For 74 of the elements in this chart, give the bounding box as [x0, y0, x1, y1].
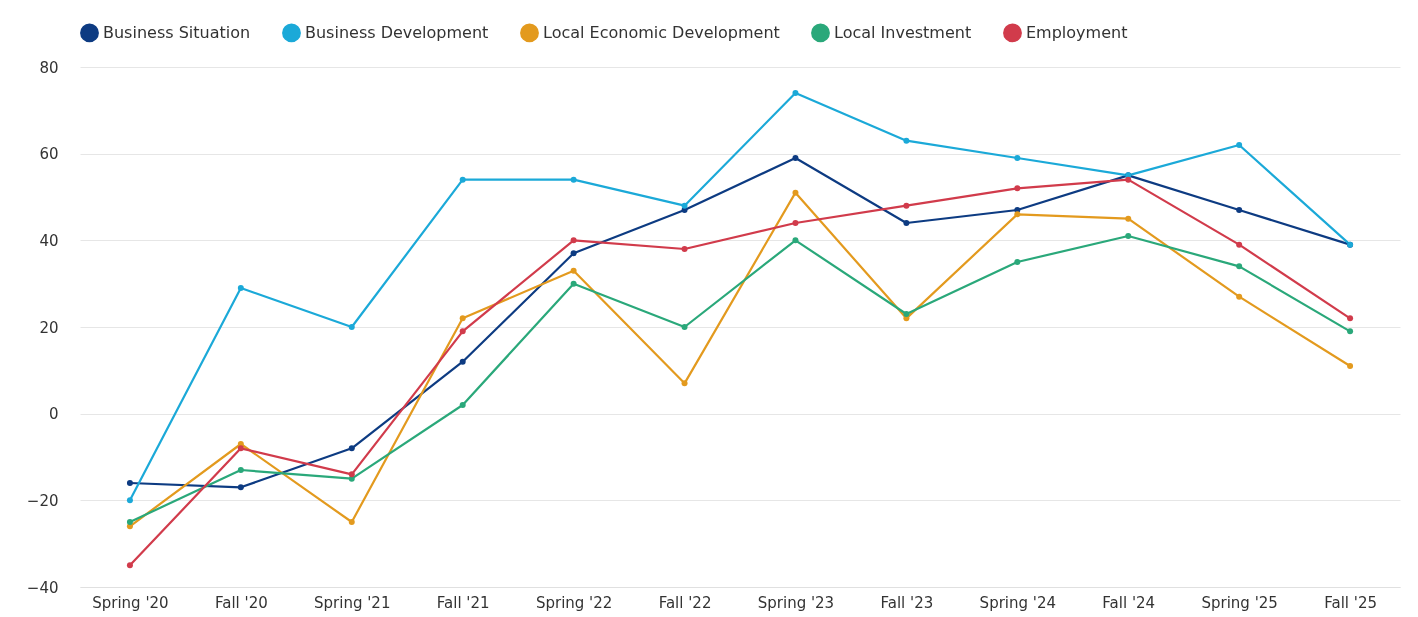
y-tick-label: 60	[39, 145, 59, 164]
point	[681, 324, 688, 330]
y-tick-label: −40	[26, 578, 59, 597]
point	[1014, 211, 1021, 218]
point	[237, 285, 244, 291]
x-tick-label: Spring '21	[314, 593, 391, 612]
point	[1347, 363, 1354, 369]
point	[570, 267, 577, 274]
point	[126, 480, 133, 486]
legend-label: Business Development	[305, 22, 489, 42]
x-tick-label: Spring '20	[92, 593, 169, 612]
x-tick-label: Fall '22	[658, 593, 712, 612]
point	[570, 237, 577, 244]
point	[570, 176, 577, 183]
point	[792, 155, 799, 161]
point	[237, 467, 244, 473]
legend-label: Local Investment	[834, 22, 972, 42]
point	[792, 237, 799, 244]
x-tick-label: Fall '24	[1102, 593, 1156, 612]
point	[126, 497, 133, 504]
point	[1347, 315, 1354, 322]
point	[459, 315, 466, 322]
legend-label: Local Economic Development	[543, 22, 780, 42]
y-tick-label: 40	[39, 231, 59, 250]
point	[681, 380, 688, 387]
point	[570, 250, 577, 257]
point	[348, 519, 355, 525]
y-tick-label: 20	[39, 318, 59, 337]
x-tick-label: Fall '23	[880, 593, 934, 612]
point	[348, 471, 355, 478]
point	[1347, 328, 1354, 335]
legend-label: Business Situation	[103, 22, 251, 42]
point	[792, 189, 799, 196]
point	[1125, 233, 1132, 239]
x-tick-label: Spring '25	[1201, 593, 1278, 612]
legend-label: Employment	[1026, 22, 1128, 42]
point	[1125, 176, 1132, 183]
point	[903, 202, 910, 209]
x-tick-label: Spring '23	[757, 593, 835, 612]
point	[570, 280, 577, 287]
point	[903, 137, 910, 144]
point	[1014, 259, 1021, 265]
point	[903, 311, 910, 317]
x-tick-label: Spring '24	[979, 593, 1057, 612]
point	[1014, 155, 1021, 161]
x-tick-label: Fall '20	[214, 593, 268, 612]
point	[681, 246, 688, 252]
point	[459, 328, 466, 335]
point	[237, 484, 244, 491]
point	[1236, 142, 1243, 148]
point	[903, 220, 910, 226]
point	[348, 445, 355, 452]
point	[1236, 207, 1243, 213]
y-tick-label: 0	[48, 405, 59, 424]
point	[459, 358, 466, 365]
point	[681, 202, 688, 209]
point	[1236, 293, 1243, 300]
point	[1236, 263, 1243, 270]
point	[792, 220, 799, 226]
point	[126, 562, 133, 569]
x-tick-label: Fall '21	[436, 593, 490, 612]
x-tick-label: Spring '22	[535, 593, 613, 612]
y-tick-label: −20	[26, 491, 59, 510]
y-tick-label: 80	[39, 58, 59, 77]
point	[459, 402, 466, 408]
point	[459, 176, 466, 183]
point	[1014, 185, 1021, 192]
point	[126, 519, 133, 525]
x-tick-label: Fall '25	[1324, 593, 1377, 612]
point	[237, 445, 244, 452]
point	[1236, 241, 1243, 248]
point	[792, 90, 799, 96]
point	[1125, 215, 1132, 222]
point	[348, 324, 355, 330]
